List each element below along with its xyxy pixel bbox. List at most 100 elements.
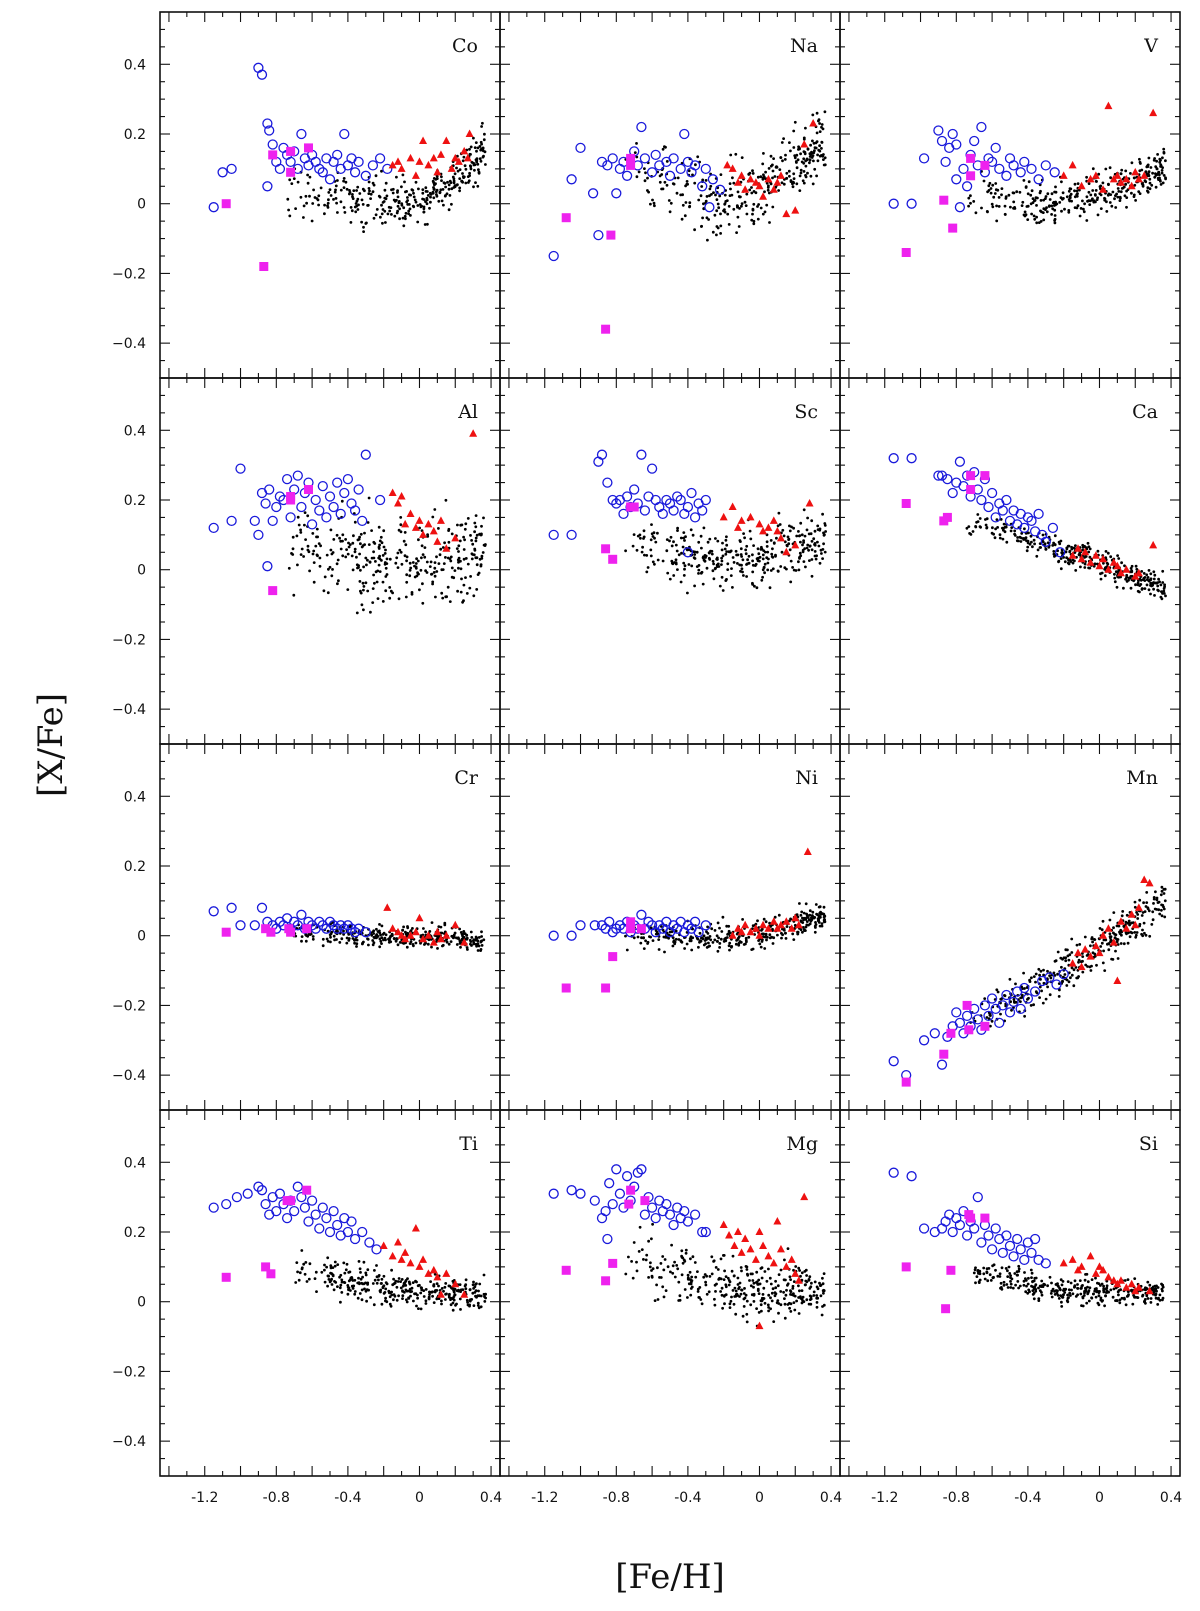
thin-disk-point [1053, 190, 1056, 194]
thin-disk-point [738, 207, 741, 210]
thin-disk-point [624, 549, 627, 553]
thin-disk-point [742, 574, 745, 577]
thin-disk-point [687, 563, 691, 566]
red-triangle-point [460, 1290, 469, 1298]
panel-element-label: Mn [1126, 767, 1158, 789]
thin-disk-point [1150, 923, 1154, 926]
thin-disk-point [1102, 938, 1106, 942]
thin-disk-point [319, 544, 322, 548]
thick-disk-point [271, 1205, 282, 1217]
thin-disk-point [451, 1297, 455, 1300]
thin-disk-point [403, 1283, 407, 1287]
thin-disk-point [292, 593, 296, 597]
thin-disk-point [693, 228, 696, 232]
thin-disk-point [329, 194, 333, 197]
thin-disk-point [813, 924, 817, 928]
thin-disk-point [458, 189, 461, 193]
thick-disk-point [208, 1202, 219, 1213]
thin-disk-point [1004, 1004, 1008, 1008]
thin-disk-point [387, 205, 391, 209]
thin-disk-point [1013, 206, 1016, 209]
thin-disk-point [1130, 161, 1134, 165]
thin-disk-point [300, 547, 304, 551]
red-triangle-point [1116, 568, 1125, 577]
thin-disk-point [1112, 911, 1116, 914]
thin-disk-point [1038, 985, 1042, 989]
thin-disk-point [792, 172, 796, 176]
thick-disk-point [342, 920, 354, 931]
thin-disk-point [654, 932, 658, 936]
thin-disk-point [1028, 978, 1031, 982]
thin-disk-point [691, 936, 695, 940]
thin-disk-point [354, 202, 358, 205]
thin-disk-point [287, 208, 290, 212]
thin-disk-point [780, 936, 783, 940]
thin-disk-point [689, 939, 693, 943]
thin-disk-point [708, 187, 712, 191]
thin-disk-point [1132, 195, 1136, 199]
thin-disk-point [1115, 585, 1119, 589]
thin-disk-point [1020, 536, 1023, 540]
thin-disk-point [716, 940, 719, 943]
thin-disk-point [745, 544, 749, 548]
thin-disk-point [462, 535, 465, 539]
thin-disk-point [418, 203, 422, 206]
thin-disk-point [437, 527, 440, 530]
thin-disk-point [740, 567, 744, 571]
thin-disk-point [339, 1283, 343, 1287]
thin-disk-point [984, 523, 988, 527]
thin-disk-point [651, 535, 655, 538]
thin-disk-point [404, 217, 407, 221]
thin-disk-point [471, 1283, 475, 1287]
thin-disk-point [802, 560, 806, 563]
thin-disk-point [362, 585, 366, 588]
thin-disk-point [352, 1284, 356, 1288]
thin-disk-point [425, 560, 429, 564]
thin-disk-point [818, 149, 822, 153]
thin-disk-point [782, 137, 785, 141]
thin-disk-point [676, 529, 679, 532]
thin-disk-point [1153, 594, 1156, 597]
thin-disk-point [683, 947, 686, 950]
red-triangle-point [1140, 875, 1149, 883]
thin-disk-point [807, 918, 811, 922]
thin-disk-point [816, 540, 819, 544]
thin-disk-point [1014, 1000, 1018, 1004]
thick-disk-point [566, 174, 577, 185]
thin-disk-point [816, 159, 820, 163]
thick-disk-point [969, 135, 980, 147]
thin-disk-point [440, 1302, 443, 1306]
thin-disk-point [727, 924, 731, 928]
thick-disk-point [374, 153, 386, 164]
thin-disk-point [663, 950, 666, 954]
thin-disk-point [306, 173, 309, 177]
thin-disk-point [659, 1276, 663, 1279]
thin-disk-point [1099, 572, 1102, 576]
thin-disk-point [339, 547, 343, 551]
thin-disk-point [1116, 570, 1120, 573]
thick-disk-point [242, 1188, 253, 1199]
thin-disk-point [723, 193, 727, 197]
thin-disk-point [312, 549, 316, 553]
thin-disk-point [820, 147, 823, 150]
thin-disk-point [353, 550, 357, 554]
thin-disk-point [751, 947, 755, 951]
thick-disk-point [262, 118, 273, 129]
thin-disk-point [462, 557, 466, 561]
thick-disk-point [936, 470, 948, 481]
red-triangle-point [794, 920, 803, 929]
thin-disk-point [337, 579, 340, 583]
thin-disk-point [295, 1261, 299, 1264]
thin-disk-point [1025, 549, 1029, 553]
thin-disk-point [1069, 976, 1072, 980]
red-triangle-point [751, 924, 760, 932]
thin-disk-point [1161, 181, 1165, 185]
thin-disk-point [1139, 162, 1142, 165]
thin-disk-point [1159, 179, 1162, 183]
thick-disk-point [929, 1028, 940, 1039]
thin-disk-point [432, 196, 436, 200]
thin-disk-point [798, 557, 801, 560]
thin-disk-point [1130, 570, 1134, 574]
thin-disk-point [383, 552, 387, 555]
thin-disk-point [804, 126, 807, 130]
